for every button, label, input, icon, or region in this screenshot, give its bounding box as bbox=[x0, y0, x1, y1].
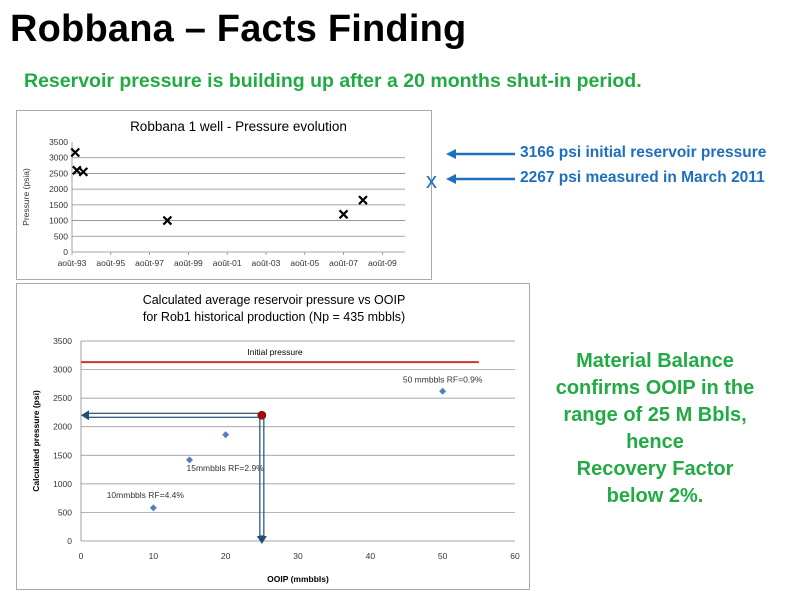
conclusion-line: below 2%. bbox=[606, 485, 704, 507]
y-tick-label: 1500 bbox=[53, 450, 72, 460]
initial-pressure-label: Initial pressure bbox=[247, 347, 303, 357]
pressure-evolution-svg: Robbana 1 well - Pressure evolution 0 500 1… bbox=[21, 119, 405, 268]
y-tick-label: 3000 bbox=[49, 153, 68, 163]
chart-title: Calculated average reservoir pressure vs… bbox=[143, 293, 406, 307]
ooip-pressure-chart: Calculated average reservoir pressure vs… bbox=[16, 283, 530, 590]
chart-title: Robbana 1 well - Pressure evolution bbox=[130, 119, 347, 134]
x-marker bbox=[70, 147, 81, 158]
y-tick-label: 500 bbox=[58, 507, 72, 517]
data-point bbox=[222, 431, 230, 439]
highlight-vertical-arrowhead bbox=[256, 536, 267, 544]
highlight-horizontal-arrowhead bbox=[81, 410, 89, 421]
highlight-point bbox=[257, 410, 267, 420]
data-point bbox=[149, 504, 157, 512]
x-tick-label: 50 bbox=[438, 551, 448, 561]
x-marker bbox=[72, 165, 82, 176]
data-point-label: 10mmbbls RF=4.4% bbox=[107, 490, 185, 500]
x-marker bbox=[162, 215, 173, 226]
y-tick-label: 2000 bbox=[53, 422, 72, 432]
conclusion-line: Recovery Factor bbox=[576, 458, 734, 480]
y-tick-label: 2000 bbox=[49, 184, 68, 194]
data-point bbox=[186, 456, 193, 464]
initial-pressure-arrowhead bbox=[446, 149, 456, 159]
y-tick-label: 2500 bbox=[53, 393, 72, 403]
x-tick-label: août-07 bbox=[329, 258, 358, 268]
x-tick-label: 60 bbox=[510, 551, 520, 561]
data-point bbox=[72, 165, 82, 176]
y-tick-label: 3500 bbox=[53, 336, 72, 346]
x-tick-label: 40 bbox=[366, 551, 376, 561]
y-tick-label: 3500 bbox=[49, 137, 68, 147]
data-point bbox=[439, 387, 447, 395]
x-marker bbox=[358, 195, 368, 205]
x-tick-label: août-03 bbox=[252, 258, 281, 268]
ooip-pressure-svg: Calculated average reservoir pressure vs… bbox=[31, 293, 520, 584]
y-tick-label: 0 bbox=[67, 536, 72, 546]
slide-title: Robbana – Facts Finding bbox=[10, 8, 467, 50]
march-2011-annotation: 2267 psi measured in March 2011 bbox=[520, 169, 765, 186]
conclusion-line: confirms OOIP in the bbox=[555, 377, 755, 399]
slide-subtitle: Reservoir pressure is building up after … bbox=[24, 70, 642, 92]
chart-subtitle: for Rob1 historical production (Np = 435… bbox=[143, 310, 405, 324]
x-tick-label: août-95 bbox=[96, 258, 125, 268]
conclusion-line: hence bbox=[626, 431, 684, 453]
data-point bbox=[78, 167, 89, 177]
initial-pressure-annotation: 3166 psi initial reservoir pressure bbox=[520, 144, 767, 161]
x-axis-label: OOIP (mmbbls) bbox=[267, 574, 329, 584]
x-tick-label: 20 bbox=[221, 551, 231, 561]
conclusion-line: Material Balance bbox=[576, 350, 734, 372]
x-tick-label: 10 bbox=[149, 551, 159, 561]
data-point-label: 50 mmbbls RF=0.9% bbox=[403, 374, 483, 384]
y-tick-label: 1500 bbox=[49, 200, 68, 210]
y-tick-label: 2500 bbox=[49, 168, 68, 178]
x-tick-label: août-93 bbox=[58, 258, 87, 268]
x-tick-label: 0 bbox=[79, 551, 84, 561]
conclusion-line: range of 25 M Bbls, bbox=[563, 404, 747, 426]
highlight-vertical-arrow bbox=[259, 414, 265, 537]
x-tick-label: 30 bbox=[293, 551, 303, 561]
data-point-label: 15mmbbls RF=2.9% bbox=[187, 463, 265, 473]
data-point bbox=[70, 147, 81, 158]
x-marker bbox=[78, 167, 89, 177]
y-axis-label: Pressure (psia) bbox=[21, 168, 31, 226]
data-point bbox=[162, 215, 173, 226]
y-tick-label: 3000 bbox=[53, 365, 72, 375]
y-tick-label: 1000 bbox=[49, 216, 68, 226]
data-point bbox=[358, 195, 368, 205]
x-tick-label: août-09 bbox=[368, 258, 397, 268]
y-tick-label: 500 bbox=[54, 231, 68, 241]
y-tick-label: 1000 bbox=[53, 479, 72, 489]
data-point bbox=[338, 209, 349, 220]
march-2011-x-marker: x bbox=[426, 168, 437, 193]
y-tick-label: 0 bbox=[63, 247, 68, 257]
pressure-evolution-chart: Robbana 1 well - Pressure evolution 0 500 1… bbox=[16, 110, 432, 280]
x-tick-label: août-97 bbox=[135, 258, 164, 268]
x-marker bbox=[338, 209, 349, 220]
y-axis-label: Calculated pressure (psi) bbox=[31, 390, 41, 492]
highlight-horizontal-arrow bbox=[85, 412, 263, 418]
conclusion-text: Material Balance confirms OOIP in the ra… bbox=[535, 348, 775, 510]
x-tick-label: août-01 bbox=[213, 258, 242, 268]
x-tick-label: août-99 bbox=[174, 258, 203, 268]
march-2011-arrowhead bbox=[446, 174, 456, 184]
x-tick-label: août-05 bbox=[290, 258, 319, 268]
